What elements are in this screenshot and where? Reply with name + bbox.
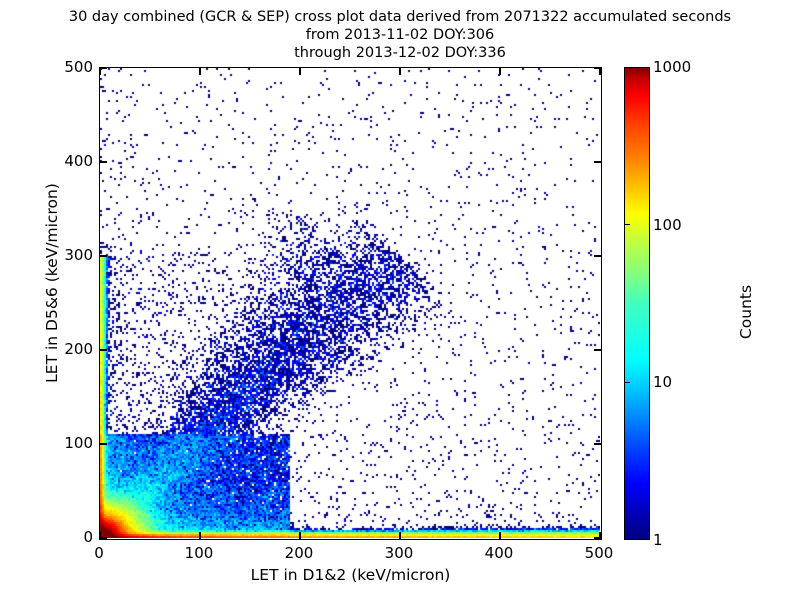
- colorbar-tick-label-1000: 1000: [653, 58, 692, 76]
- x-axis-label: LET in D1&2 (keV/micron): [250, 566, 451, 584]
- x-tick-400: [499, 532, 501, 539]
- y-tick-0: [100, 537, 107, 539]
- x-tick-label-100: 100: [184, 544, 214, 562]
- x-tick-label-0: 0: [94, 544, 104, 562]
- y-tick-300: [594, 255, 601, 257]
- x-tick-200: [299, 68, 301, 75]
- title-line-1: 30 day combined (GCR & SEP) cross plot d…: [68, 9, 732, 25]
- y-tick-0: [594, 537, 601, 539]
- colorbar-tick-100: [624, 223, 630, 226]
- x-tick-500: [599, 68, 601, 75]
- y-tick-label-200: 200: [64, 340, 93, 358]
- colorbar-tick-label-100: 100: [653, 215, 682, 234]
- y-tick-300: [100, 255, 107, 257]
- y-tick-100: [100, 443, 107, 445]
- y-tick-400: [100, 161, 107, 163]
- x-tick-label-300: 300: [384, 544, 414, 562]
- x-tick-300: [399, 532, 401, 539]
- x-tick-500: [599, 532, 601, 539]
- colorbar-tick-10: [624, 381, 630, 384]
- colorbar-tick-label-1: 1: [653, 531, 663, 549]
- y-tick-label-300: 300: [64, 246, 93, 264]
- x-tick-200: [299, 532, 301, 539]
- y-tick-labels: 0 100 200 300 400 500: [0, 0, 93, 600]
- y-tick-500: [594, 68, 601, 69]
- x-tick-400: [499, 68, 501, 75]
- scatter-density-canvas: [100, 68, 600, 538]
- title-line-3: through 2013-12-02 DOY:336: [294, 45, 506, 61]
- y-tick-400: [594, 161, 601, 163]
- colorbar: [624, 67, 650, 540]
- y-tick-100: [594, 443, 601, 445]
- x-tick-100: [199, 532, 201, 539]
- y-tick-200: [594, 349, 601, 351]
- x-tick-label-500: 500: [584, 544, 614, 562]
- y-tick-label-400: 400: [64, 152, 93, 170]
- y-axis-label: LET in D5&6 (keV/micron): [43, 183, 61, 383]
- x-tick-300: [399, 68, 401, 75]
- y-tick-label-0: 0: [83, 528, 93, 546]
- x-tick-label-400: 400: [484, 544, 514, 562]
- y-tick-500: [100, 68, 107, 69]
- x-tick-0: [100, 532, 101, 539]
- y-tick-200: [100, 349, 107, 351]
- chart-title: 30 day combined (GCR & SEP) cross plot d…: [0, 8, 800, 62]
- y-tick-label-500: 500: [64, 58, 93, 76]
- colorbar-tick-label-10: 10: [653, 373, 673, 392]
- title-line-2: from 2013-11-02 DOY:306: [305, 27, 495, 43]
- x-tick-label-200: 200: [284, 544, 314, 562]
- colorbar-label: Counts: [737, 284, 755, 340]
- y-tick-label-100: 100: [64, 434, 93, 452]
- plot-area: [99, 67, 602, 540]
- x-tick-0: [100, 68, 101, 75]
- x-tick-100: [199, 68, 201, 75]
